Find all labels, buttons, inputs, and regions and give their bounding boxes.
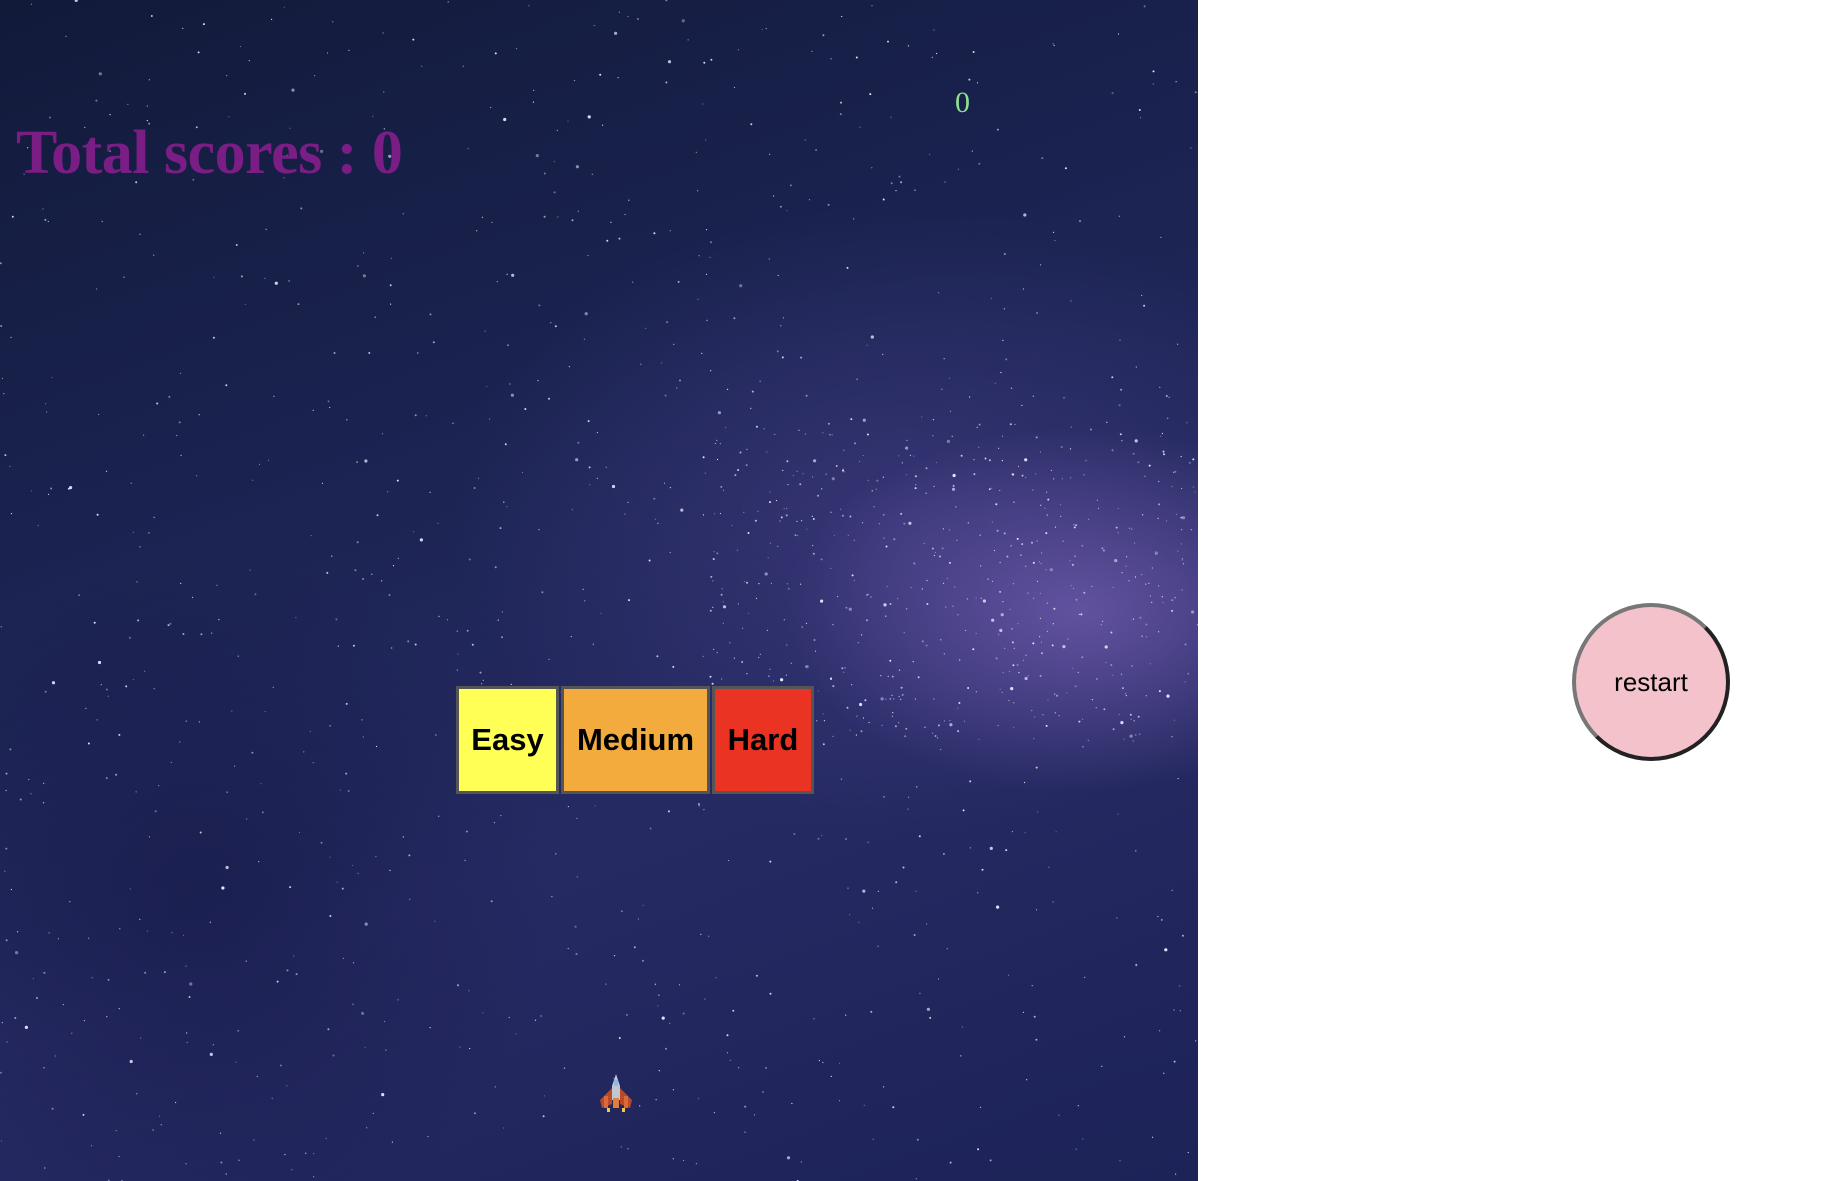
spaceship-icon[interactable] <box>594 1070 638 1114</box>
hard-button[interactable]: Hard <box>712 686 814 794</box>
score-counter: 0 <box>955 86 970 119</box>
easy-button[interactable]: Easy <box>456 686 559 794</box>
total-scores-label: Total scores : 0 <box>16 119 403 187</box>
medium-button[interactable]: Medium <box>561 686 710 794</box>
difficulty-selector: Easy Medium Hard <box>456 686 814 794</box>
restart-button[interactable]: restart <box>1572 603 1730 761</box>
game-canvas[interactable]: Total scores : 0 0 Easy Medium Hard <box>0 0 1198 1181</box>
